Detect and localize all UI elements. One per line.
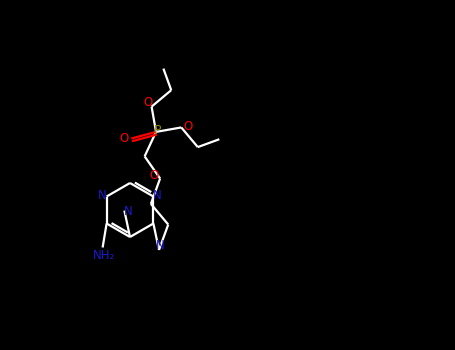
Text: O: O bbox=[120, 132, 129, 145]
Text: O: O bbox=[184, 120, 193, 133]
Text: N: N bbox=[156, 239, 164, 252]
Text: NH₂: NH₂ bbox=[92, 249, 115, 262]
Text: O: O bbox=[150, 169, 159, 182]
Text: N: N bbox=[124, 205, 133, 218]
Text: N: N bbox=[153, 189, 162, 202]
Text: P: P bbox=[153, 124, 161, 138]
Text: N: N bbox=[98, 189, 107, 202]
Text: O: O bbox=[143, 96, 152, 109]
